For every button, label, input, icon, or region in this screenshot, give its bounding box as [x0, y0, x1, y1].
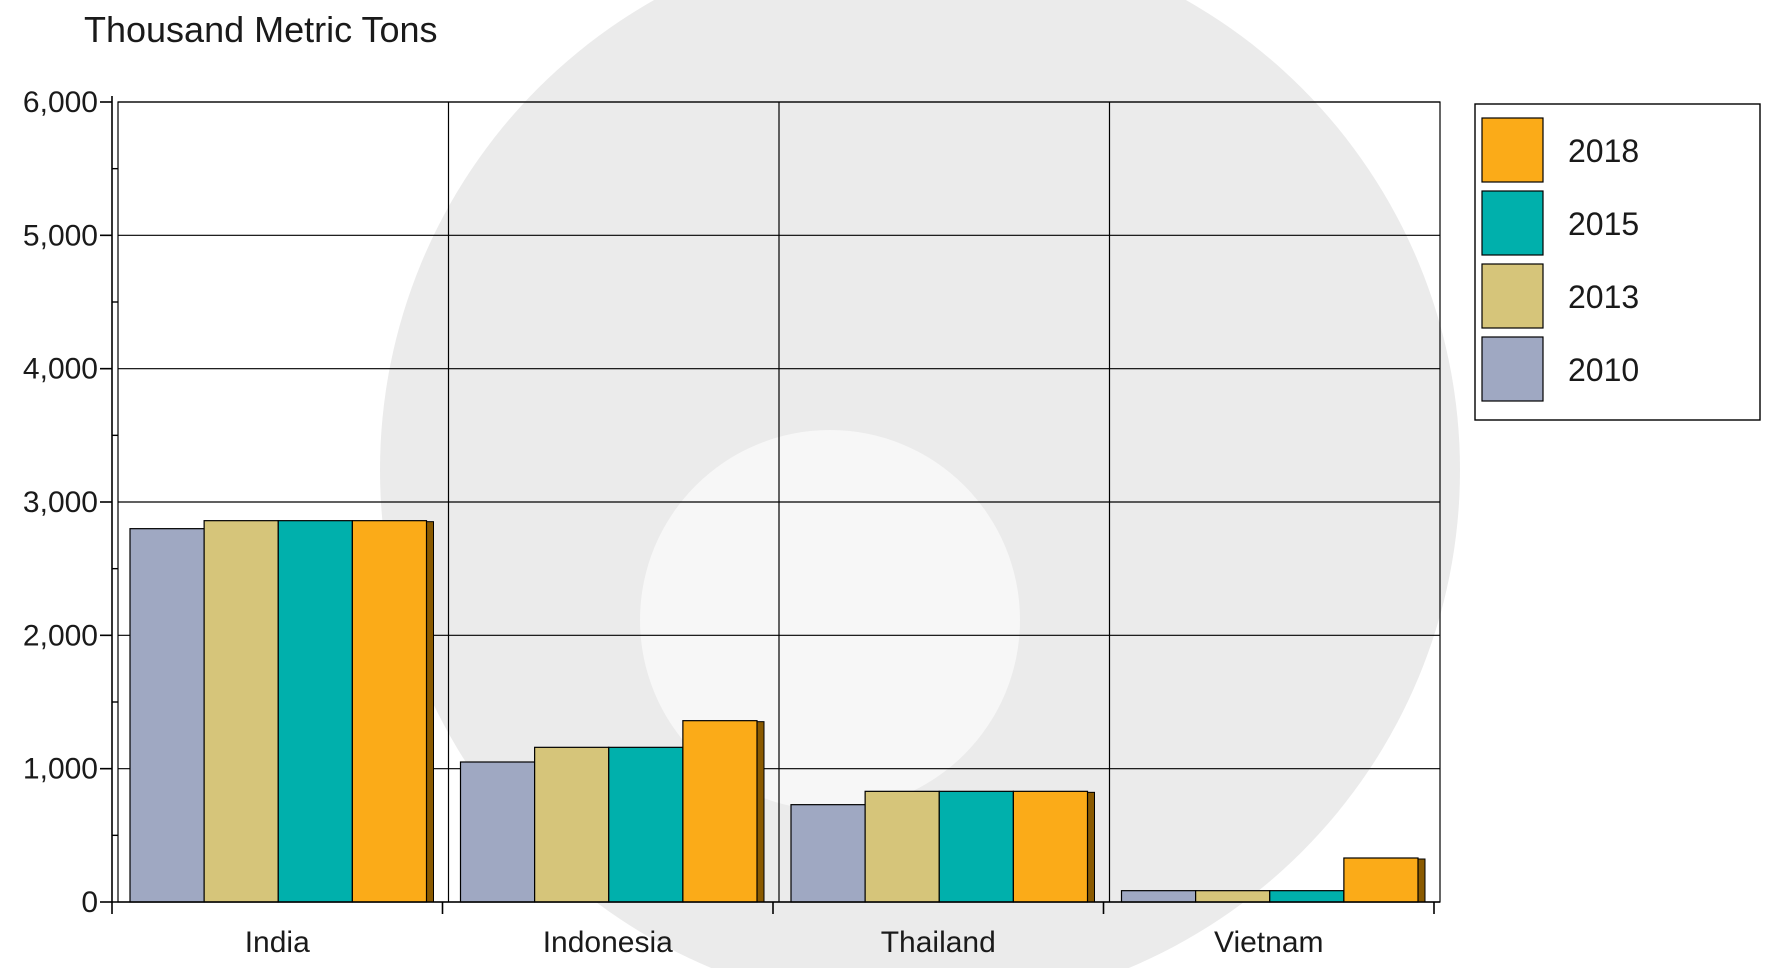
bar-2010-thailand: [790, 804, 866, 903]
legend-label-2010: 2010: [1568, 352, 1639, 388]
bar-2010-indonesia: [459, 761, 536, 903]
legend-swatch-2010: [1481, 336, 1544, 402]
x-category-label: India: [245, 926, 310, 959]
bar-2010-india: [129, 528, 205, 903]
bar-2013-thailand: [864, 790, 940, 903]
x-axis-category-labels: India Indonesia Thailand Vietnam: [245, 926, 1324, 959]
bar-side-shade: [1087, 791, 1095, 903]
legend-swatch-2018: [1481, 117, 1544, 183]
bar-2018-vietnam: [1343, 857, 1419, 903]
bar-2013-india: [203, 520, 279, 903]
x-category-label: Indonesia: [543, 926, 673, 959]
grid-lines: [118, 101, 1440, 902]
bar-side-shade: [1417, 858, 1426, 903]
background-watermark: [380, 0, 1460, 968]
y-tick-label: 1,000: [23, 753, 98, 786]
legend-swatch-2013: [1481, 263, 1544, 329]
bar-2013-indonesia: [534, 746, 610, 903]
y-tick-label: 6,000: [23, 86, 98, 119]
y-tick-label: 2,000: [23, 619, 98, 652]
bar-2015-thailand: [938, 790, 1014, 903]
bar-2018-thailand: [1012, 790, 1089, 903]
y-tick-label: 3,000: [23, 486, 98, 519]
y-tick-label: 4,000: [23, 353, 98, 386]
y-tick-label: 0: [81, 886, 98, 919]
bars-group: [129, 520, 1426, 903]
y-axis-tick-labels: 0 1,000 2,000 3,000 4,000 5,000 6,000: [23, 86, 98, 919]
bar-2018-india: [351, 520, 428, 903]
bar-2015-vietnam: [1269, 890, 1345, 903]
legend-label-2018: 2018: [1568, 133, 1639, 169]
bar-2015-indonesia: [608, 746, 684, 903]
bar-2015-india: [277, 520, 353, 903]
axes: [100, 96, 1440, 914]
y-tick-label: 5,000: [23, 219, 98, 252]
legend-label-2013: 2013: [1568, 279, 1639, 315]
chart-title: Thousand Metric Tons: [84, 9, 438, 50]
bar-2010-vietnam: [1120, 890, 1197, 903]
legend-swatch-2015: [1481, 190, 1544, 256]
legend-label-2015: 2015: [1568, 206, 1639, 242]
x-category-label: Thailand: [881, 926, 996, 959]
x-category-label: Vietnam: [1214, 926, 1324, 959]
legend: 2018 2015 2013 2010: [1474, 103, 1761, 421]
bar-2018-indonesia: [682, 720, 758, 903]
bar-2013-vietnam: [1195, 890, 1271, 903]
bar-side-shade: [756, 721, 765, 903]
bar-side-shade: [426, 521, 434, 903]
